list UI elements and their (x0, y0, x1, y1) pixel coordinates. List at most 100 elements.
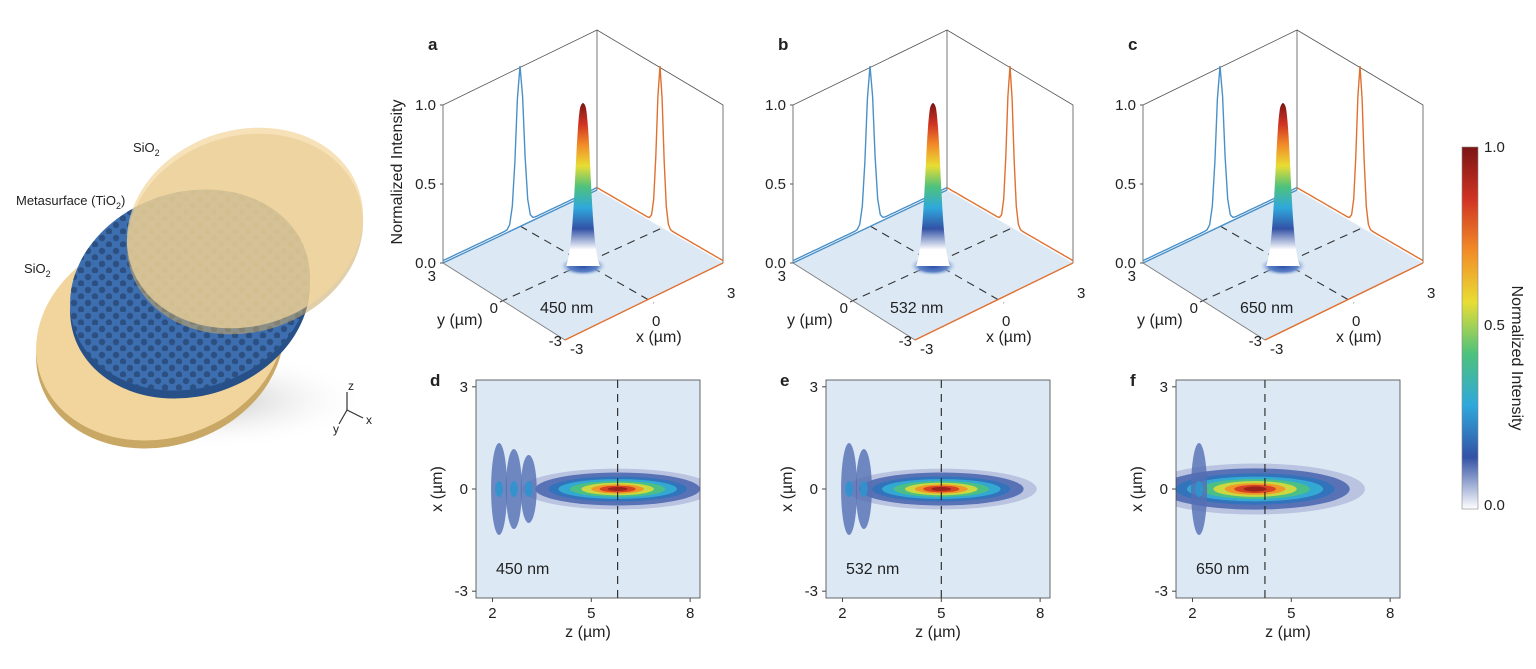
intensity-contour (931, 487, 952, 491)
sio2-top-label: SiO2 (133, 140, 160, 158)
y-tick-label: -3 (549, 333, 562, 350)
z-tick-label: 1.0 (1115, 97, 1136, 114)
panel-d: 2 5 8 3 0 -3 d 450 nm z (µm) x (µm) (429, 371, 701, 641)
sio2-bottom-label: SiO2 (24, 261, 51, 279)
wavelength-label: 450 nm (496, 561, 549, 578)
schematic: SiO2 Metasurface (TiO2) SiO2 z x y (16, 127, 372, 450)
x-axis-label: x (µm) (986, 329, 1032, 346)
x-axis-label: x (µm) (636, 329, 682, 346)
y-axis-label: y (µm) (437, 312, 483, 329)
wavelength-label: 450 nm (540, 300, 593, 317)
wavelength-label: 650 nm (1196, 561, 1249, 578)
y-profile-curve (946, 66, 1074, 262)
colorbar-tick-top: 1.0 (1484, 139, 1505, 156)
panel-b: 0.0 0.5 1.0 b 532 nm 3 0 -3 y (µm) -3 0 3 x (µm) (765, 29, 1085, 358)
base-edge-left (792, 189, 948, 264)
y-tick-label: -3 (455, 583, 468, 600)
x-tick-label: 5 (587, 605, 595, 622)
panel-label: d (430, 371, 440, 390)
wavelength-label: 532 nm (890, 300, 943, 317)
intensity-field (841, 443, 1037, 535)
y-tick-label: 0 (460, 481, 468, 498)
x-tick-label: 5 (937, 605, 945, 622)
y-axis-label: x (µm) (1129, 466, 1146, 512)
x-profile-curve (792, 66, 948, 262)
base-edge-front (442, 262, 566, 341)
axis-z-label: z (348, 379, 354, 393)
colorbar-tick-mid: 0.5 (1484, 317, 1505, 334)
x-tick-label: 2 (838, 605, 846, 622)
z-tick-label: 0.0 (765, 255, 786, 272)
z-tick-label: 0.5 (415, 176, 436, 193)
base-edge-front (792, 262, 916, 341)
wavelength-label: 650 nm (1240, 300, 1293, 317)
y-tick-label: 0 (1160, 481, 1168, 498)
near-field-core (524, 481, 533, 497)
x-axis-label: z (µm) (915, 624, 961, 641)
sio2-top-layer (126, 127, 364, 329)
panel-f: 2 5 8 3 0 -3 f 650 nm z (µm) x (µm) (1129, 371, 1401, 641)
z-tick-label: 0.0 (415, 255, 436, 272)
wavelength-label: 532 nm (846, 561, 899, 578)
x-tick-label: 8 (686, 605, 694, 622)
panel-label: a (428, 35, 438, 54)
intensity-contour (607, 487, 628, 491)
right-wall (946, 29, 1074, 263)
z-tick-label: 0.5 (1115, 176, 1136, 193)
x-tick-label: 5 (1287, 605, 1295, 622)
x-tick-label: -3 (570, 341, 583, 358)
near-field-core (845, 481, 854, 497)
near-field-core (859, 481, 868, 497)
y-tick-label: 0 (840, 300, 848, 317)
y-tick-label: -3 (805, 583, 818, 600)
y-tick-label: 3 (428, 268, 436, 285)
near-field-core (509, 481, 518, 497)
x-axis-label: z (µm) (565, 624, 611, 641)
base-edge-right (564, 262, 724, 341)
x-tick-label: 2 (488, 605, 496, 622)
intensity-contour (1243, 486, 1267, 492)
colorbar-tick-bottom: 0.0 (1484, 497, 1505, 514)
focal-intensity-peak (566, 103, 600, 266)
z-axis-label: Normalized Intensity (389, 100, 406, 245)
axis-x-label: x (366, 413, 372, 427)
y-tick-label: 0 (810, 481, 818, 498)
y-tick-label: 3 (778, 268, 786, 285)
panel-label: c (1128, 35, 1137, 54)
colorbar: 1.0 0.5 0.0 Normalized Intensity (1461, 139, 1525, 514)
x-tick-label: 8 (1386, 605, 1394, 622)
z-tick-label: 0.5 (765, 176, 786, 193)
base-edge-front (1142, 262, 1266, 341)
y-tick-label: -3 (1155, 583, 1168, 600)
y-tick-label: -3 (899, 333, 912, 350)
x-tick-label: 0 (652, 313, 660, 330)
intensity-field (491, 443, 700, 535)
x-profile-curve (1142, 66, 1298, 262)
x-tick-label: 3 (1077, 285, 1085, 302)
y-tick-label: 3 (810, 379, 818, 396)
y-tick-label: 3 (1160, 379, 1168, 396)
base-edge-left (442, 189, 598, 264)
x-tick-label: 2 (1188, 605, 1196, 622)
metasurface-label: Metasurface (TiO2) (16, 193, 125, 211)
y-tick-label: 0 (490, 300, 498, 317)
y-tick-label: 3 (1128, 268, 1136, 285)
panel-a: 0.0 0.5 1.0 a 450 nm Normalized Intensity 3 0 -3… (389, 29, 735, 358)
y-profile-curve (596, 66, 724, 262)
charts: 0.0 0.5 1.0 a 450 nm Normalized Intensity 3 0 -3… (389, 29, 1435, 641)
x-tick-label: 3 (727, 285, 735, 302)
z-tick-label: 1.0 (415, 97, 436, 114)
focal-intensity-peak (916, 103, 950, 266)
y-tick-label: 0 (1190, 300, 1198, 317)
panel-label: e (780, 371, 789, 390)
axis-y-label: y (333, 422, 339, 436)
x-axis-label: z (µm) (1265, 624, 1311, 641)
y-axis-label: y (µm) (1137, 312, 1183, 329)
right-wall (596, 29, 724, 263)
x-tick-label: 0 (1352, 313, 1360, 330)
panel-label: b (778, 35, 788, 54)
z-tick-label: 1.0 (765, 97, 786, 114)
base-edge-left (1142, 189, 1298, 264)
x-profile-curve (442, 66, 598, 262)
y-profile-curve (1296, 66, 1424, 262)
